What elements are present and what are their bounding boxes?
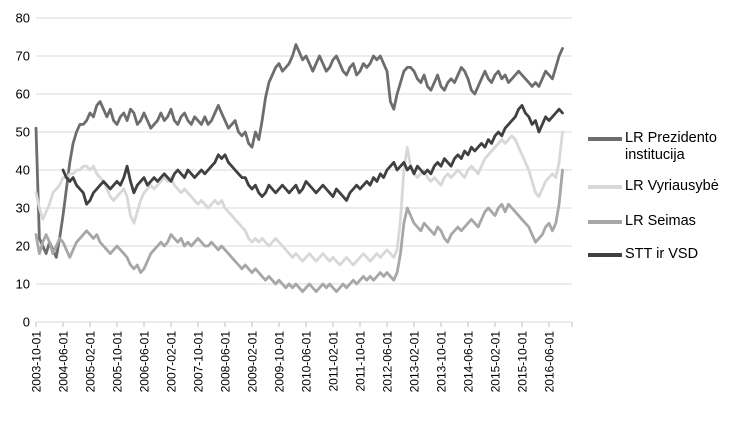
legend-line-swatch [588, 185, 622, 189]
legend-item: LR Seimas [588, 213, 748, 230]
legend-line-swatch [588, 253, 622, 257]
series-line-lr-prezidento-institucija [34, 43, 564, 259]
x-tick-label: 2015-02-01 [489, 331, 503, 393]
x-tick-label: 2013-02-01 [408, 331, 422, 393]
legend-line-swatch [588, 220, 622, 224]
y-tick-label: 10 [16, 277, 30, 292]
x-tick-label: 2003-10-01 [30, 331, 44, 393]
legend-item: STT ir VSD [588, 246, 748, 263]
legend: LR Prezidento institucija LR Vyriausybė LR… [588, 130, 748, 264]
x-tick-label: 2015-10-01 [516, 331, 530, 393]
x-tick-label: 2012-06-01 [381, 331, 395, 393]
y-tick-label: 30 [16, 201, 30, 216]
y-tick-label: 60 [16, 87, 30, 102]
legend-line-swatch [588, 137, 622, 141]
y-tick-label: 80 [16, 11, 30, 26]
x-tick-label: 2016-06-01 [543, 331, 557, 393]
y-tick-label: 50 [16, 125, 30, 140]
legend-item: LR Prezidento institucija [588, 130, 748, 164]
x-tick-label: 2013-10-01 [435, 331, 449, 393]
x-axis-labels: 2003-10-01 2004-06-01 2005-02-01 2005-10-01… [30, 331, 557, 393]
legend-label: STT ir VSD [625, 246, 699, 263]
x-tick-label: 2009-02-01 [246, 331, 260, 393]
x-tick-label: 2007-10-01 [192, 331, 206, 393]
gridlines [36, 17, 572, 323]
x-tick-label: 2014-06-01 [462, 331, 476, 393]
y-tick-label: 70 [16, 49, 30, 64]
series-line-lr-vyriausyb- [34, 130, 564, 267]
x-tick-label: 2011-10-01 [354, 331, 368, 392]
legend-label: LR Vyriausybė [625, 178, 719, 195]
y-tick-label: 0 [23, 315, 30, 330]
x-tick-label: 2005-10-01 [111, 331, 125, 393]
x-tick-label: 2005-02-01 [84, 331, 98, 393]
x-tick-label: 2010-06-01 [300, 331, 314, 393]
y-tick-label: 20 [16, 239, 30, 254]
x-tick-label: 2007-02-01 [165, 331, 179, 393]
x-tick-label: 2008-06-01 [219, 331, 233, 393]
legend-label: LR Seimas [625, 213, 696, 230]
series-line-stt-ir-vsd [61, 104, 564, 206]
x-tick-label: 2004-06-01 [57, 331, 71, 393]
series-line-lr-seimas [34, 168, 564, 294]
axis-ticks [35, 322, 573, 327]
series-lines [34, 43, 564, 294]
legend-item: LR Vyriausybė [588, 178, 748, 195]
x-tick-label: 2009-10-01 [273, 331, 287, 393]
legend-label: LR Prezidento institucija [625, 130, 717, 164]
x-tick-label: 2011-02-01 [327, 331, 341, 392]
y-tick-label: 40 [16, 163, 30, 178]
x-tick-label: 2006-06-01 [138, 331, 152, 393]
y-axis-labels: 0 10 20 30 40 50 60 70 80 [16, 11, 30, 330]
